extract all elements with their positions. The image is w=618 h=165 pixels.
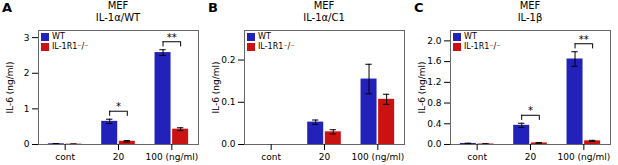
svg-text:100 (ng/ml): 100 (ng/ml) <box>351 152 404 162</box>
html-text:IL-1R1⁻/⁻: IL-1R1⁻/⁻ <box>464 42 501 51</box>
svg-text:20: 20 <box>113 152 125 162</box>
svg-text:IL-6 (ng/ml): IL-6 (ng/ml) <box>417 61 427 113</box>
svg-text:100 (ng/ml): 100 (ng/ml) <box>557 152 610 162</box>
html-text:MEF IL-1β: MEF IL-1β <box>517 0 543 23</box>
svg-text:**: ** <box>167 32 177 43</box>
svg-text:cont: cont <box>261 152 281 162</box>
html-text:WT: WT <box>52 32 65 41</box>
svg-text:20: 20 <box>525 152 537 162</box>
html-text:WT: WT <box>258 32 271 41</box>
svg-text:IL-6 (ng/ml): IL-6 (ng/ml) <box>211 61 221 113</box>
svg-text:20: 20 <box>319 152 331 162</box>
html-text:C: C <box>414 0 424 15</box>
svg-text:0.0: 0.0 <box>221 139 236 149</box>
svg-text:0.8: 0.8 <box>427 98 442 108</box>
html-text:A: A <box>2 0 13 15</box>
html-text:IL-1R1⁻/⁻: IL-1R1⁻/⁻ <box>52 42 89 51</box>
html-text:B: B <box>208 0 218 15</box>
svg-text:0.1: 0.1 <box>221 97 235 107</box>
svg-text:IL-6 (ng/ml): IL-6 (ng/ml) <box>5 61 15 113</box>
svg-text:1: 1 <box>24 104 30 114</box>
html-text:MEF IL-1α/WT: MEF IL-1α/WT <box>95 0 141 23</box>
svg-text:0.0: 0.0 <box>427 139 442 149</box>
svg-text:cont: cont <box>55 152 75 162</box>
svg-text:*: * <box>116 101 121 112</box>
svg-text:cont: cont <box>467 152 487 162</box>
svg-text:**: ** <box>579 34 589 45</box>
svg-text:1.6: 1.6 <box>427 56 442 66</box>
html-text:MEF IL-1α/C1: MEF IL-1α/C1 <box>303 0 345 23</box>
svg-text:*: * <box>528 105 533 116</box>
svg-text:2.0: 2.0 <box>427 36 442 46</box>
svg-text:1.2: 1.2 <box>427 77 441 87</box>
svg-text:0: 0 <box>24 139 30 149</box>
svg-text:100 (ng/ml): 100 (ng/ml) <box>145 152 198 162</box>
svg-text:3: 3 <box>24 33 30 43</box>
svg-text:0.2: 0.2 <box>221 55 235 65</box>
html-text:IL-1R1⁻/⁻: IL-1R1⁻/⁻ <box>258 42 295 51</box>
svg-text:2: 2 <box>24 68 30 78</box>
html-text:WT: WT <box>464 32 477 41</box>
svg-text:0.4: 0.4 <box>427 119 442 129</box>
